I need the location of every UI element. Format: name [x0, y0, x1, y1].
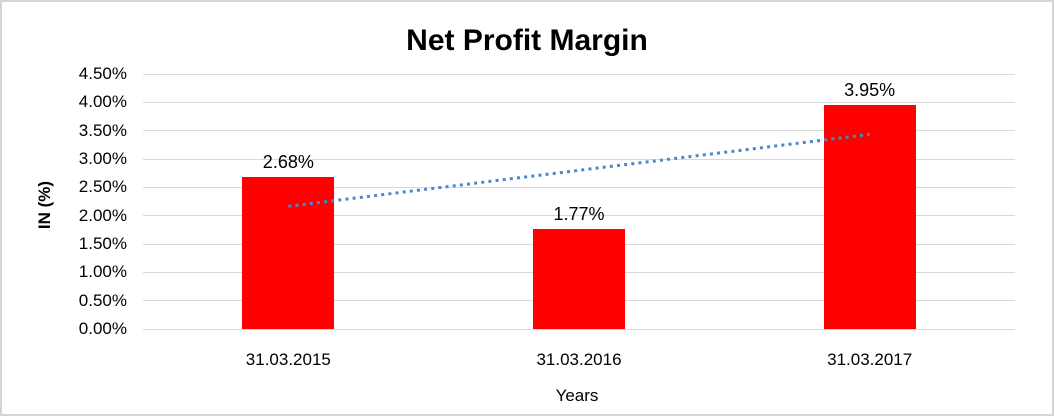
bar-data-label: 1.77%: [553, 203, 605, 224]
gridline: [143, 328, 1015, 330]
y-axis-tick-label: 4.50%: [78, 64, 127, 83]
y-axis-tick-label: 3.50%: [78, 120, 127, 140]
y-axis-tick-label: 1.00%: [78, 262, 127, 282]
bar: [242, 177, 335, 329]
y-axis-tick-label: 4.00%: [78, 92, 127, 112]
y-axis-tick-label: 3.00%: [78, 149, 127, 168]
gridline: [143, 130, 1015, 132]
y-axis-tick-label: 0.00%: [78, 319, 127, 338]
y-axis-tick-label: 1.50%: [78, 234, 127, 253]
x-axis-tick-label: 31.03.2015: [245, 350, 331, 369]
bar-data-label: 2.68%: [262, 152, 314, 173]
x-axis-tick-label: 31.03.2016: [536, 350, 622, 369]
y-axis-tick-label: 0.50%: [78, 290, 127, 310]
bar-data-label: 3.95%: [844, 80, 896, 101]
trendline: [288, 132, 870, 208]
x-axis-title: Years: [555, 386, 599, 405]
gridline: [143, 101, 1015, 103]
x-axis-tick-label: 31.03.2017: [827, 350, 913, 369]
y-axis-tick-label: 2.50%: [78, 177, 127, 197]
y-axis-tick-label: 2.00%: [78, 205, 127, 225]
chart-title: Net Profit Margin: [406, 24, 648, 57]
bar: [823, 105, 916, 329]
bar: [533, 228, 625, 329]
gridline: [143, 215, 1015, 217]
gridline: [143, 73, 1015, 75]
